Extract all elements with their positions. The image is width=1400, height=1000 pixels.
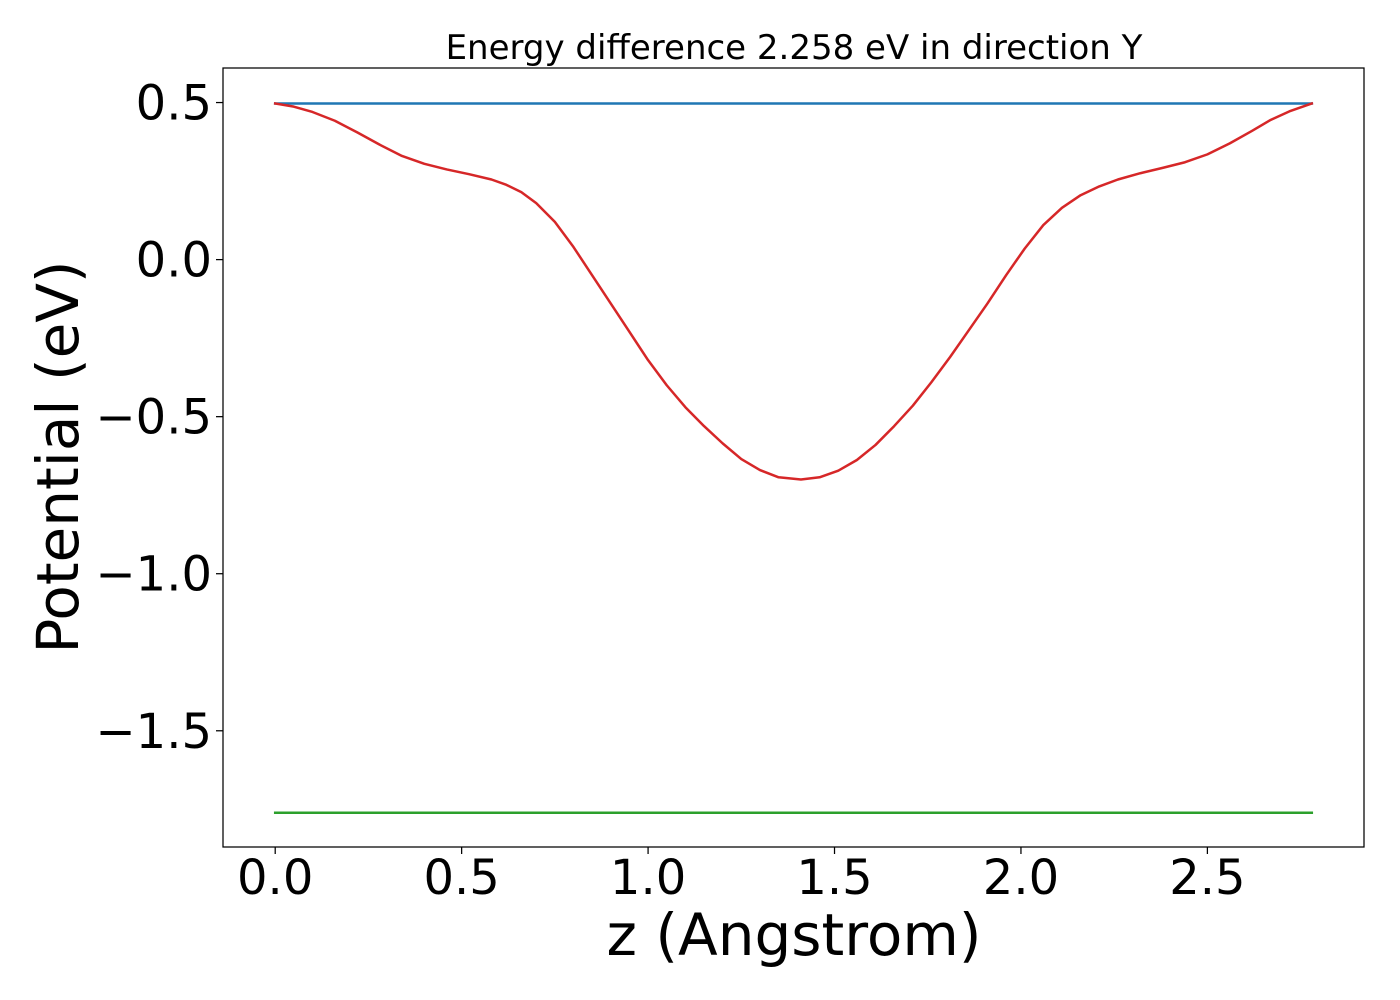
x-tick-label: 2.5: [1169, 850, 1245, 906]
x-tick-label: 2.0: [983, 850, 1059, 906]
axes-frame: [222, 67, 1365, 848]
plot-background: [223, 68, 1364, 847]
x-axis-label: z (Angstrom): [607, 901, 982, 969]
x-tick-label: 1.5: [796, 850, 872, 906]
series-line-3: [273, 101, 1314, 481]
y-tick-label: 0.0: [136, 233, 212, 289]
y-tick-label: 0.5: [136, 76, 212, 132]
plot-area: [222, 67, 1365, 848]
y-tick-label: −1.0: [95, 547, 212, 603]
y-axis-label: Potential (eV): [24, 260, 92, 653]
chart-title: Energy difference 2.258 eV in direction …: [446, 28, 1143, 68]
series-layer: [273, 101, 1314, 815]
x-tick-label: 0.0: [237, 850, 313, 906]
y-tick-label: −0.5: [95, 390, 212, 446]
y-tick-label: −1.5: [95, 704, 212, 760]
x-axis: 0.0 0.5 1.0 1.5 2.0 2.5: [237, 847, 1246, 906]
x-tick-label: 0.5: [423, 850, 499, 906]
y-axis: 0.5 0.0 −0.5 −1.0 −1.5: [95, 76, 223, 760]
x-tick-label: 1.0: [610, 850, 686, 906]
